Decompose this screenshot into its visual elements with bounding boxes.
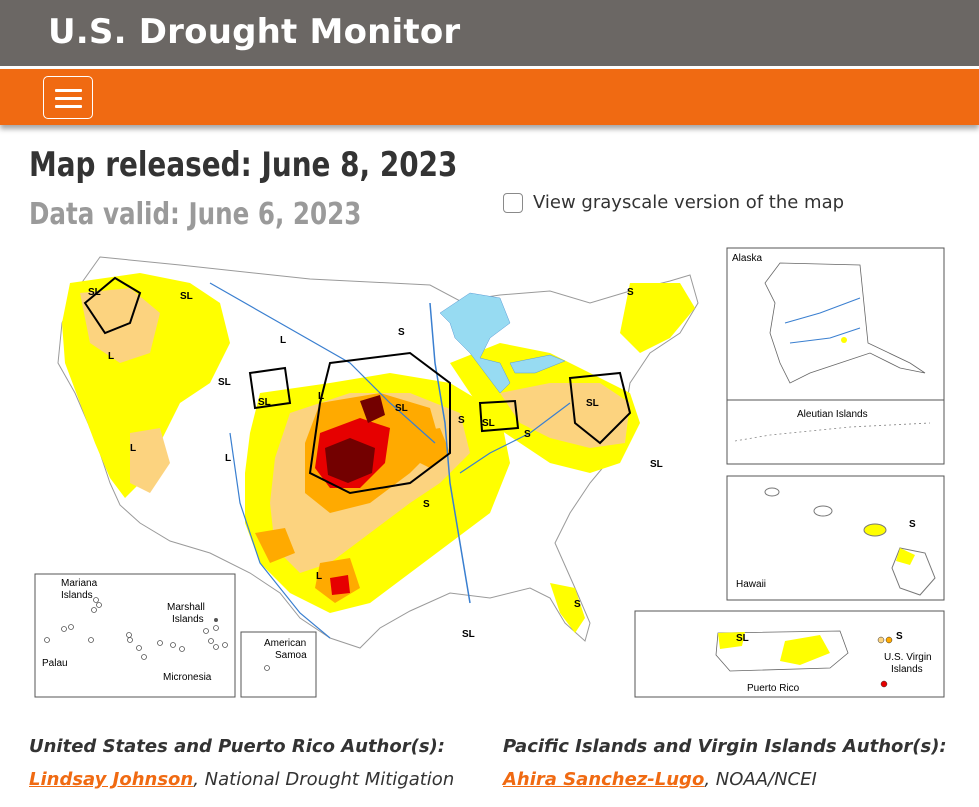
impact-label: L bbox=[130, 443, 136, 454]
great-lakes bbox=[439, 292, 511, 394]
aleutian-chain bbox=[734, 422, 931, 442]
impact-label: SL bbox=[180, 291, 193, 302]
d4-area-nebraska bbox=[360, 395, 385, 423]
hawaii-inset: S Hawaii bbox=[726, 475, 945, 601]
impact-label: SL bbox=[650, 459, 663, 470]
d1-area-southwest bbox=[130, 428, 170, 493]
impact-label: L bbox=[280, 335, 286, 346]
alaska-inset: Alaska Aleutian Islands bbox=[726, 247, 945, 465]
impact-label: SL bbox=[462, 629, 475, 640]
alaska-label: Alaska bbox=[732, 253, 762, 264]
impact-label: S bbox=[398, 327, 405, 338]
micronesia-label: Micronesia bbox=[163, 672, 212, 683]
impact-boundary-wyoming bbox=[248, 366, 292, 410]
missouri-river bbox=[209, 282, 436, 444]
impact-label: S bbox=[909, 519, 916, 530]
hamburger-menu-icon[interactable] bbox=[43, 76, 93, 119]
impact-label: S bbox=[627, 287, 634, 298]
impact-label: SL bbox=[586, 398, 599, 409]
impact-label: S bbox=[458, 415, 465, 426]
pacific-author-org: , NOAA/NCEI bbox=[704, 769, 817, 790]
impact-label: SL bbox=[88, 287, 101, 298]
impact-label: S bbox=[524, 429, 531, 440]
conus-map: SL SL L L SL SL L S SL SL S SL S L L S L… bbox=[57, 256, 699, 649]
impact-label: S bbox=[574, 599, 581, 610]
impact-label: SL bbox=[258, 397, 271, 408]
d3-area-texas bbox=[330, 575, 350, 595]
nav-bar bbox=[0, 69, 979, 125]
drought-map[interactable]: SL SL L L SL SL L S SL SL S SL S L L S L… bbox=[30, 243, 948, 700]
impact-label: L bbox=[108, 351, 114, 362]
impact-label: SL bbox=[395, 403, 408, 414]
marshall-label-2: Islands bbox=[172, 614, 204, 625]
us-authors: United States and Puerto Rico Author(s):… bbox=[29, 736, 454, 790]
site-header: U.S. Drought Monitor bbox=[0, 0, 979, 66]
us-author-line: Lindsay Johnson, National Drought Mitiga… bbox=[29, 769, 454, 790]
impact-label: SL bbox=[218, 377, 231, 388]
mariana-label-1: Mariana bbox=[61, 578, 98, 589]
d2-area-newmexico bbox=[255, 528, 295, 563]
aleutian-label: Aleutian Islands bbox=[797, 409, 868, 420]
pacific-authors-heading: Pacific Islands and Virgin Islands Autho… bbox=[503, 736, 947, 757]
pacific-authors: Pacific Islands and Virgin Islands Autho… bbox=[503, 736, 947, 790]
impact-label: SL bbox=[736, 633, 749, 644]
d2-area-kansas-east bbox=[410, 428, 450, 468]
impact-label: L bbox=[225, 453, 231, 464]
impact-boundary-east bbox=[568, 371, 632, 445]
lake-erie bbox=[509, 354, 566, 374]
pacific-author-link[interactable]: Ahira Sanchez-Lugo bbox=[503, 769, 705, 790]
pacific-islands-inset: Mariana Islands Marshall Islands Palau M… bbox=[34, 573, 236, 698]
hawaii-label: Hawaii bbox=[736, 579, 766, 590]
mariana-label-2: Islands bbox=[61, 590, 93, 601]
usvi-label-2: Islands bbox=[891, 664, 923, 675]
us-author-link[interactable]: Lindsay Johnson bbox=[29, 769, 194, 790]
grayscale-label[interactable]: View grayscale version of the map bbox=[533, 192, 845, 213]
samoa-label-2: Samoa bbox=[275, 650, 307, 661]
usvi-label-1: U.S. Virgin bbox=[884, 652, 932, 663]
data-valid-date: Data valid: June 6, 2023 bbox=[29, 197, 362, 232]
us-authors-heading: United States and Puerto Rico Author(s): bbox=[29, 736, 445, 757]
impact-label: L bbox=[316, 571, 322, 582]
us-author-org: , National Drought Mitigation bbox=[193, 769, 455, 790]
marshall-label-1: Marshall bbox=[167, 602, 205, 613]
d4-area-plains bbox=[325, 438, 375, 483]
grayscale-toggle[interactable]: View grayscale version of the map bbox=[503, 192, 844, 213]
puerto-rico-inset: SL S U.S. Virgin Islands Puerto Rico bbox=[634, 610, 945, 698]
rio-grande bbox=[229, 432, 331, 639]
impact-label: S bbox=[423, 499, 430, 510]
d0-area-northeast bbox=[620, 283, 695, 353]
impact-boundary-midwest bbox=[478, 399, 520, 433]
alaska-outline bbox=[764, 262, 926, 384]
d0-area-florida bbox=[550, 583, 585, 633]
map-released-date: Map released: June 8, 2023 bbox=[29, 145, 458, 185]
ohio-river bbox=[459, 402, 571, 474]
d1-area-east bbox=[500, 383, 630, 448]
impact-boundary-plains bbox=[308, 351, 451, 495]
impact-boundary-northwest bbox=[83, 276, 142, 335]
puerto-rico-label: Puerto Rico bbox=[747, 683, 800, 694]
impact-label: S bbox=[896, 631, 903, 642]
impact-label: L bbox=[318, 391, 324, 402]
samoa-label-1: American bbox=[264, 638, 306, 649]
alaska-rivers bbox=[784, 297, 861, 344]
mississippi-river bbox=[429, 302, 471, 604]
d1-area-northwest bbox=[80, 288, 160, 363]
american-samoa-inset: American Samoa bbox=[240, 631, 317, 698]
site-title[interactable]: U.S. Drought Monitor bbox=[48, 12, 461, 52]
impact-label: SL bbox=[482, 418, 495, 429]
palau-label: Palau bbox=[42, 658, 68, 669]
pacific-author-line: Ahira Sanchez-Lugo, NOAA/NCEI bbox=[503, 769, 947, 790]
grayscale-checkbox[interactable] bbox=[503, 192, 523, 213]
